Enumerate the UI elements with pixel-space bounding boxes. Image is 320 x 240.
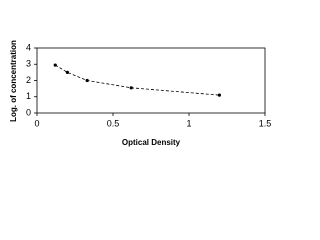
x-tick-label: 1.5 (259, 118, 272, 128)
x-axis-title: Optical Density (122, 138, 181, 147)
chart: Optical Density Log. of concentration 0 1… (9, 40, 272, 147)
data-point (217, 93, 221, 97)
data-point (85, 78, 89, 83)
y-tick-label: 3 (26, 59, 31, 69)
y-axis-title: Log. of concentration (9, 40, 18, 122)
data-point (129, 86, 133, 90)
data-point (53, 63, 57, 67)
y-tick-label: 2 (26, 75, 31, 85)
x-tick-label: 1 (186, 118, 191, 128)
x-tick-label: 0 (34, 118, 39, 128)
data-point (65, 70, 69, 74)
y-tick-label: 1 (26, 91, 31, 101)
y-tick-label: 0 (26, 107, 31, 117)
x-tick-label: 0.5 (107, 118, 120, 128)
plot-frame (36, 47, 266, 114)
y-tick-label: 4 (26, 42, 31, 52)
data-line (55, 64, 220, 96)
